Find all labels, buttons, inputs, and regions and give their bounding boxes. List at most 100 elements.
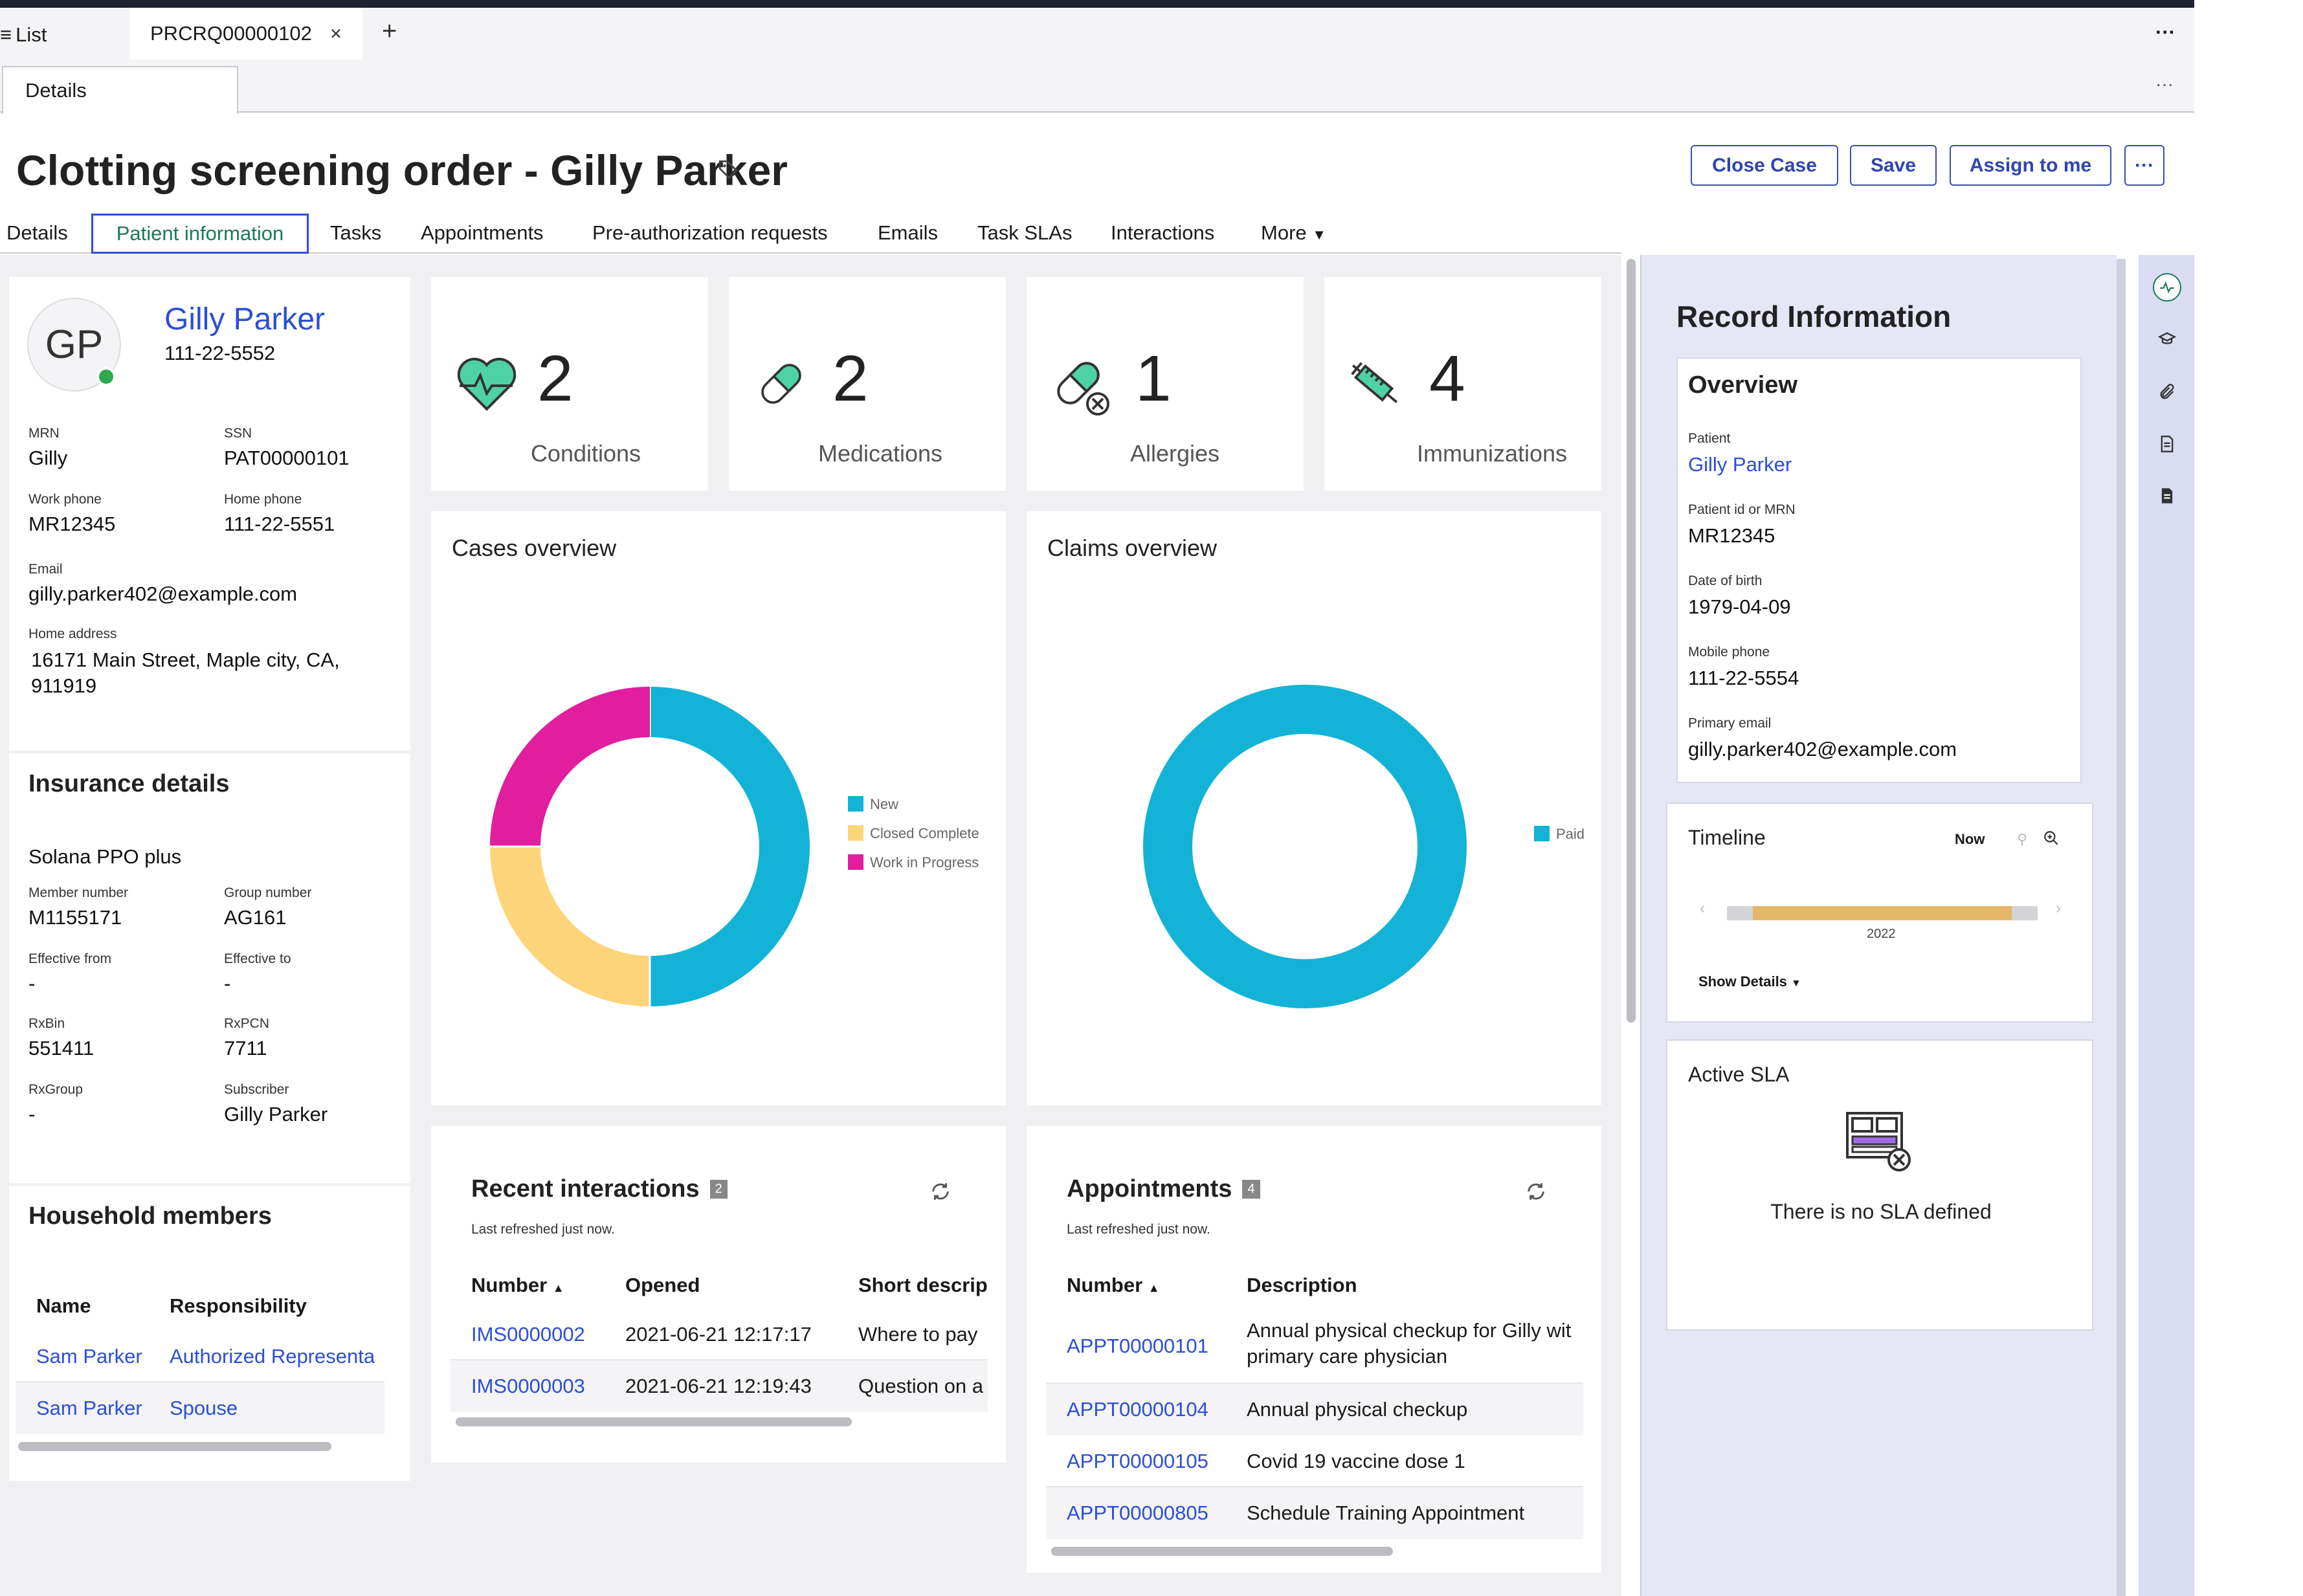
tab-patient-information[interactable]: Patient information	[91, 214, 309, 254]
interaction-opened: 2021-06-21 12:19:43	[625, 1375, 812, 1397]
rec-mrn-value: MR12345	[1688, 524, 1775, 547]
tab-more[interactable]: More ▼	[1261, 221, 1327, 244]
household-name-link[interactable]: Sam Parker	[36, 1345, 142, 1368]
list-tab[interactable]: ≡ List	[0, 23, 47, 46]
appointment-number-link[interactable]: APPT00000805	[1067, 1502, 1208, 1524]
attachment-icon[interactable]	[2158, 383, 2176, 405]
tab-details[interactable]: Details	[6, 221, 68, 244]
cases-legend-swatch	[848, 854, 863, 870]
medications-label: Medications	[818, 440, 943, 467]
rxpcn-value: 7711	[224, 1037, 267, 1059]
zoom-out-icon[interactable]: ⚲	[2017, 831, 2028, 847]
household-responsibility-link[interactable]: Authorized Representa	[170, 1345, 375, 1368]
table-row: APPT00000805 Schedule Training Appointme…	[1046, 1487, 1583, 1539]
household-scrollbar[interactable]	[18, 1442, 331, 1451]
tab-tasks[interactable]: Tasks	[330, 221, 382, 244]
timeline-bar[interactable]	[1753, 906, 2012, 920]
header-more-button[interactable]: ···	[2124, 145, 2164, 186]
stat-card-immunizations[interactable]: 4 Immunizations	[1324, 277, 1601, 491]
interactions-col-desc[interactable]: Short descript	[858, 1274, 988, 1296]
household-col-name[interactable]: Name	[36, 1294, 91, 1317]
claims-legend-label[interactable]: Paid	[1556, 826, 1585, 842]
claims-slice-0[interactable]	[1143, 685, 1467, 1008]
tab-interactions[interactable]: Interactions	[1111, 221, 1215, 244]
patient-name-link[interactable]: Gilly Parker	[164, 302, 326, 337]
active-sla-card: Active SLA There is no SLA defined	[1666, 1039, 2093, 1331]
appointment-number-link[interactable]: APPT00000104	[1067, 1398, 1208, 1421]
cases-legend-label[interactable]: Work in Progress	[870, 854, 979, 870]
ssn-label: SSN	[224, 426, 252, 441]
activity-icon[interactable]	[2153, 273, 2181, 302]
rec-patient-label: Patient	[1688, 431, 1731, 446]
graduation-cap-icon[interactable]	[2157, 330, 2177, 351]
stat-card-conditions[interactable]: 2 Conditions	[431, 277, 708, 491]
subtab-details[interactable]: Details	[2, 66, 238, 114]
rec-dob-value: 1979-04-09	[1688, 595, 1791, 618]
appointments-scrollbar[interactable]	[1051, 1547, 1393, 1556]
rxbin-label: RxBin	[28, 1016, 65, 1031]
rxpcn-label: RxPCN	[224, 1016, 270, 1031]
save-button[interactable]: Save	[1850, 145, 1937, 186]
caret-down-icon: ▼	[1312, 227, 1327, 243]
cases-chart: New Closed Complete Work in Progress	[490, 687, 979, 1006]
tab-appointments[interactable]: Appointments	[421, 221, 544, 244]
stat-card-medications[interactable]: 2 Medications	[729, 277, 1006, 491]
tab-emails[interactable]: Emails	[878, 221, 939, 244]
caret-down-icon: ▼	[1791, 978, 1801, 989]
record-panel-scrollbar[interactable]	[2117, 259, 2126, 1596]
effective-to-value: -	[224, 972, 231, 995]
cases-slice-1[interactable]	[490, 846, 651, 1006]
appointments-col-desc[interactable]: Description	[1247, 1274, 1357, 1296]
appointment-number-link[interactable]: APPT00000105	[1067, 1450, 1208, 1472]
rec-mobile-label: Mobile phone	[1688, 645, 1770, 659]
main-scrollbar[interactable]	[1627, 259, 1636, 1023]
zoom-in-icon[interactable]	[2043, 830, 2060, 850]
tag-icon[interactable]	[717, 159, 739, 184]
cases-slice-0[interactable]	[649, 687, 810, 1006]
close-icon[interactable]: ×	[329, 22, 342, 45]
rec-patient-link[interactable]: Gilly Parker	[1688, 453, 1792, 476]
interactions-title: Recent interactions 2	[471, 1175, 728, 1203]
table-row: IMS0000002 2021-06-21 12:17:17 Where to …	[451, 1309, 988, 1360]
close-case-button[interactable]: Close Case	[1691, 145, 1838, 186]
appointments-col-number[interactable]: Number ▲	[1067, 1274, 1160, 1296]
document-icon[interactable]	[2158, 435, 2176, 456]
refresh-icon[interactable]	[1525, 1180, 1547, 1206]
subtab-more-icon[interactable]: ···	[2155, 74, 2174, 94]
cases-legend-label[interactable]: Closed Complete	[870, 825, 979, 841]
household-col-responsibility[interactable]: Responsibility	[170, 1294, 307, 1317]
timeline-prev-icon[interactable]: ‹	[1700, 900, 1705, 917]
tab-task-slas[interactable]: Task SLAs	[977, 221, 1073, 244]
appointments-count-badge: 4	[1242, 1180, 1260, 1199]
interactions-col-number[interactable]: Number ▲	[471, 1274, 564, 1296]
interactions-scrollbar[interactable]	[456, 1417, 852, 1426]
tab-more-icon[interactable]: ···	[2155, 21, 2175, 43]
assign-to-me-button[interactable]: Assign to me	[1950, 145, 2111, 186]
timeline-next-icon[interactable]: ›	[2056, 900, 2061, 917]
effective-from-label: Effective from	[28, 951, 111, 966]
table-row: Sam Parker Authorized Representa	[16, 1331, 384, 1382]
stat-card-allergies[interactable]: 1 Allergies	[1027, 277, 1304, 491]
group-number-value: AG161	[224, 906, 287, 929]
household-name-link[interactable]: Sam Parker	[36, 1397, 142, 1419]
add-tab-icon[interactable]: +	[382, 17, 397, 45]
allergies-count: 1	[1135, 342, 1172, 415]
document-filled-icon[interactable]	[2158, 487, 2176, 508]
interactions-col-opened[interactable]: Opened	[625, 1274, 700, 1296]
household-responsibility-link[interactable]: Spouse	[170, 1397, 238, 1419]
cases-legend-label[interactable]: New	[870, 796, 898, 812]
pill-icon	[752, 355, 810, 416]
appointment-number-link[interactable]: APPT00000101	[1067, 1335, 1208, 1357]
timeline-now-button[interactable]: Now	[1955, 831, 1985, 847]
table-row: APPT00000101 Annual physical checkup for…	[1046, 1309, 1583, 1384]
household-heading: Household members	[28, 1203, 272, 1230]
refresh-icon[interactable]	[929, 1180, 951, 1206]
interaction-number-link[interactable]: IMS0000003	[471, 1375, 585, 1397]
show-details-button[interactable]: Show Details ▼	[1698, 973, 1801, 990]
interaction-desc: Question on a	[858, 1375, 984, 1397]
tab-pre-authorization[interactable]: Pre-authorization requests	[592, 221, 828, 244]
record-tab[interactable]: PRCRQ00000102 ×	[129, 8, 362, 60]
interaction-number-link[interactable]: IMS0000002	[471, 1323, 585, 1346]
cases-slice-2[interactable]	[490, 687, 651, 847]
immunizations-label: Immunizations	[1416, 440, 1568, 467]
